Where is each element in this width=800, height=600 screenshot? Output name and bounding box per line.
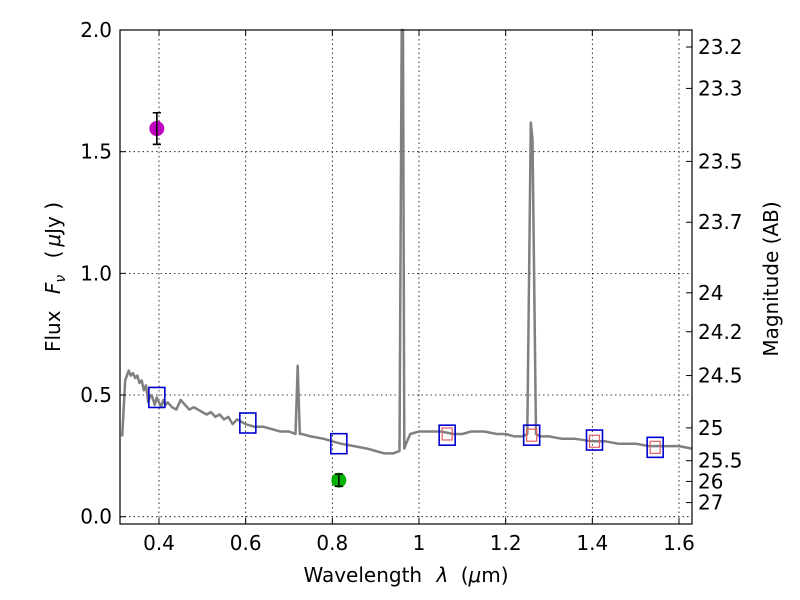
model-flux-square: [522, 424, 541, 446]
x-tick-label: 1.6: [663, 531, 695, 555]
model-flux-inner-square: [526, 428, 538, 442]
magnitude-tick-label: 27: [698, 491, 723, 515]
magnitude-tick-label: 25.5: [698, 449, 743, 473]
x-tick-label: 1.4: [576, 531, 608, 555]
y-tick-label: 1.5: [80, 140, 112, 164]
data-layer: [120, 28, 693, 488]
magnitude-tick-label: 23.7: [698, 210, 743, 234]
grid-layer: [120, 29, 692, 524]
x-axis: 0.4 0.6 0.8 1 1.2 1.4 1.6: [143, 30, 695, 555]
y2-axis-title: Magnitude (AB): [759, 201, 783, 356]
y-tick-label: 2.0: [80, 18, 112, 42]
y-axis: 0.0 0.5 1.0 1.5 2.0: [80, 18, 126, 529]
x-tick-label: 0.4: [143, 531, 175, 555]
y-tick-label: 0.5: [80, 383, 112, 407]
model-flux-square: [330, 432, 348, 455]
model-flux-square: [438, 424, 456, 446]
model-flux-square: [148, 386, 166, 409]
magnitude-tick-label: 24.2: [698, 320, 743, 344]
model-flux-square: [239, 412, 257, 434]
model-flux-inner-square: [441, 427, 453, 441]
magnitude-tick-label: 25: [698, 416, 723, 440]
magnitude-tick-label: 23.5: [698, 149, 743, 173]
magnitude-tick-label: 24: [698, 281, 723, 305]
spectrum-line: [120, 28, 693, 455]
x-tick-label: 1.2: [490, 531, 522, 555]
magnitude-tick-label: 23.3: [698, 76, 743, 100]
x-tick-label: 1: [413, 531, 426, 555]
magnitude-tick-label: 26: [698, 469, 723, 493]
magnitude-tick-label: 23.2: [698, 35, 743, 59]
plot-frame: [119, 29, 693, 525]
y-tick-label: 1.0: [80, 261, 112, 285]
magnitude-tick-label: 24.5: [698, 364, 743, 388]
x-tick-label: 0.8: [316, 531, 348, 555]
model-flux-square: [585, 429, 604, 451]
model-flux-inner-square: [649, 440, 661, 454]
y-tick-label: 0.0: [80, 505, 112, 529]
model-flux-square: [646, 436, 664, 459]
x-tick-label: 0.6: [230, 531, 262, 555]
y-axis-title: Flux Fν (μJy ): [41, 202, 70, 352]
x-axis-title: Wavelength λ (μm): [303, 563, 508, 587]
model-flux-inner-square: [588, 434, 601, 448]
